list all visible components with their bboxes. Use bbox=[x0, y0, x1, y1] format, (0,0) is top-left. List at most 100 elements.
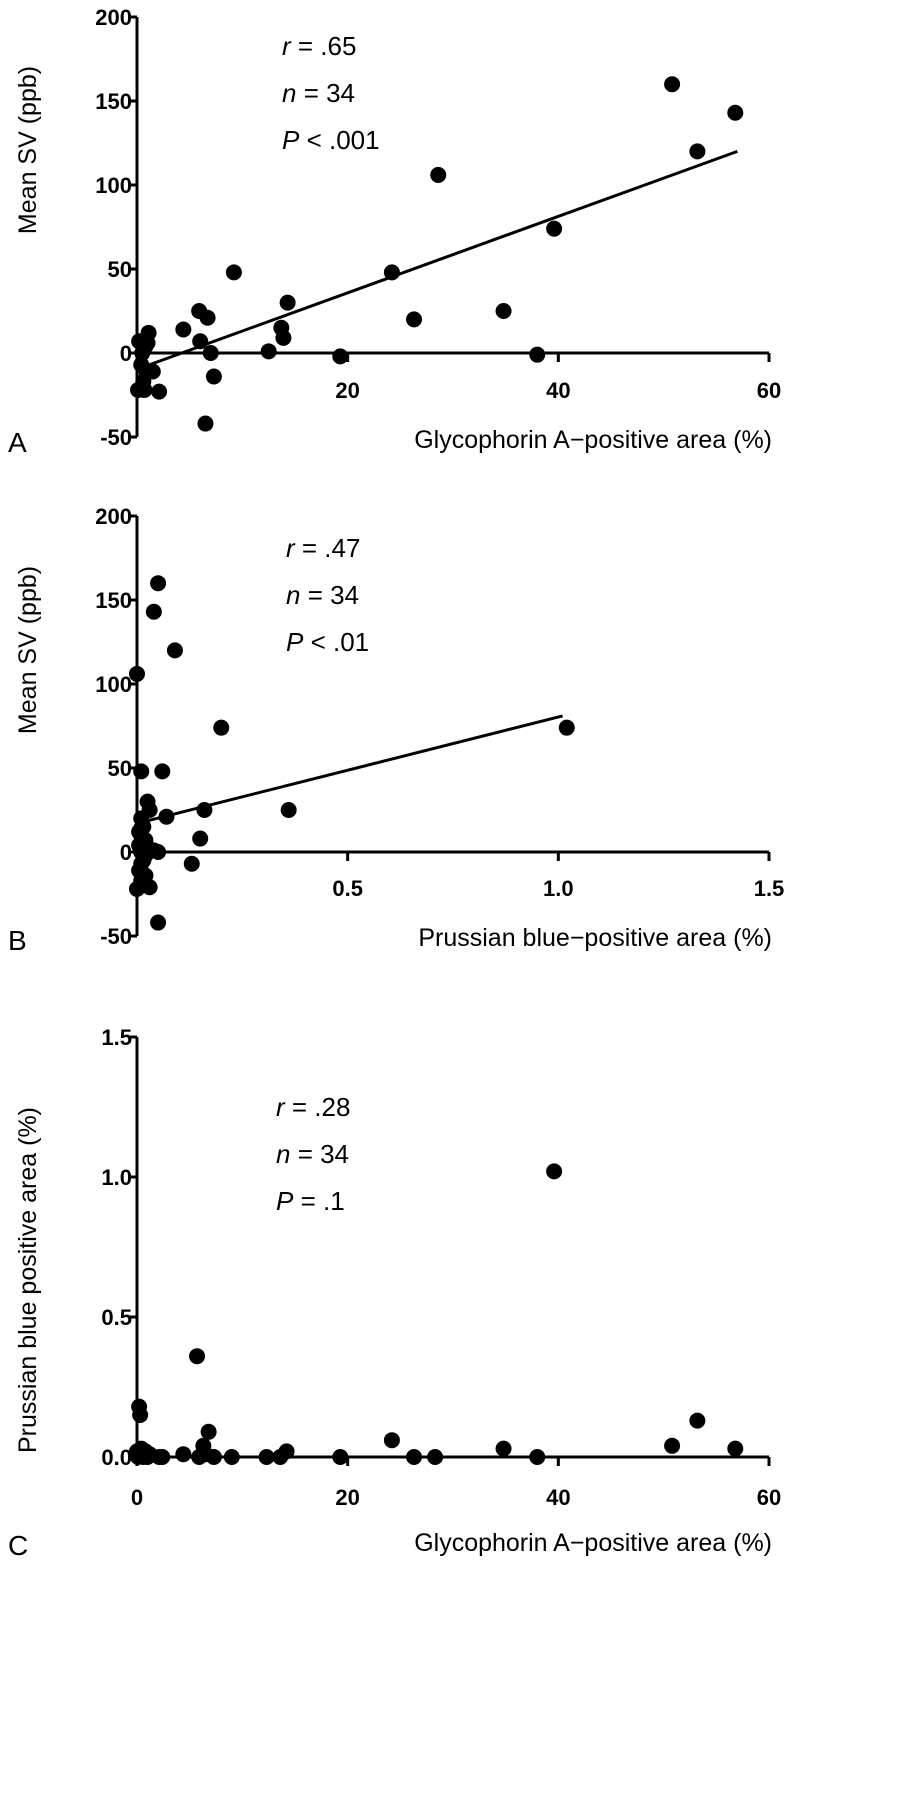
panel-c: 0.0 0.5 1.0 1.5 0 20 40 60 Glycophorin A−positiv… bbox=[8, 1025, 781, 1561]
y-tick-label: 200 bbox=[95, 5, 132, 30]
data-point bbox=[135, 818, 152, 835]
data-point bbox=[192, 830, 209, 847]
data-point bbox=[430, 166, 447, 183]
stat-annotation: r = .65 bbox=[282, 31, 356, 61]
data-point bbox=[546, 1163, 563, 1180]
data-point bbox=[558, 719, 575, 736]
y-tick-label: 100 bbox=[95, 672, 132, 697]
data-point bbox=[154, 1449, 171, 1465]
data-point bbox=[495, 1440, 512, 1457]
data-point bbox=[495, 303, 512, 319]
stat-value: = .47 bbox=[295, 533, 361, 563]
data-point bbox=[132, 1446, 149, 1463]
stat-symbol: n bbox=[276, 1139, 290, 1169]
x-tick-label: 60 bbox=[757, 1485, 781, 1510]
data-point bbox=[205, 368, 222, 385]
data-point bbox=[727, 1440, 744, 1457]
stat-value: < .001 bbox=[299, 125, 379, 155]
y-tick-label: 100 bbox=[95, 173, 132, 198]
stat-value: = 34 bbox=[296, 78, 355, 108]
panel-label: B bbox=[8, 925, 27, 956]
data-point bbox=[664, 76, 681, 93]
data-point bbox=[140, 324, 157, 341]
data-point bbox=[383, 264, 400, 281]
data-point bbox=[141, 802, 158, 818]
y-tick-label: -50 bbox=[100, 924, 132, 949]
data-point bbox=[689, 143, 706, 160]
data-point bbox=[406, 1449, 423, 1465]
x-tick-label: 20 bbox=[335, 1485, 359, 1510]
y-tick-label: 150 bbox=[95, 588, 132, 613]
x-tick-label: 60 bbox=[757, 378, 781, 403]
data-point bbox=[136, 381, 153, 398]
data-point bbox=[275, 329, 292, 346]
x-tick-label: 1.5 bbox=[754, 876, 785, 901]
data-point bbox=[145, 603, 162, 620]
data-point bbox=[383, 1432, 400, 1449]
y-tick-label: 0.5 bbox=[101, 1305, 132, 1330]
data-point bbox=[197, 1446, 214, 1463]
regression-line bbox=[139, 149, 738, 370]
stat-value: = 34 bbox=[290, 1139, 349, 1169]
stat-annotation: r = .47 bbox=[286, 533, 360, 563]
data-point bbox=[529, 1449, 546, 1465]
y-axis-label: Prussian blue positive area (%) bbox=[14, 1107, 42, 1453]
data-point bbox=[223, 1449, 240, 1465]
y-tick-label: 50 bbox=[108, 257, 132, 282]
data-point bbox=[141, 879, 158, 896]
y-tick-label: 0 bbox=[120, 840, 132, 865]
data-point bbox=[132, 1407, 149, 1423]
data-point bbox=[280, 802, 297, 818]
y-axis-label: Mean SV (ppb) bbox=[14, 66, 42, 234]
data-point bbox=[225, 264, 242, 281]
x-axis-label: Glycophorin A−positive area (%) bbox=[414, 1529, 772, 1557]
data-point bbox=[133, 763, 150, 780]
data-point bbox=[213, 719, 230, 736]
data-point bbox=[529, 346, 546, 363]
x-tick-label: 0.5 bbox=[332, 876, 363, 901]
data-point bbox=[158, 808, 175, 825]
data-point bbox=[150, 914, 167, 931]
data-point bbox=[145, 842, 162, 859]
y-axis-label: Mean SV (ppb) bbox=[14, 566, 42, 734]
panel-b: -50 0 50 100 150 200 0.5 1.0 1.5 Prussian blue−po… bbox=[8, 504, 784, 956]
data-point bbox=[175, 321, 192, 338]
stat-symbol: n bbox=[282, 78, 296, 108]
y-tick-label: 150 bbox=[95, 89, 132, 114]
stat-symbol: P bbox=[276, 1186, 294, 1216]
y-tick-label: 1.0 bbox=[101, 1165, 132, 1190]
stat-symbol: P bbox=[286, 627, 304, 657]
stat-symbol: P bbox=[282, 125, 300, 155]
data-point bbox=[278, 1443, 295, 1460]
data-point bbox=[199, 309, 216, 326]
x-tick-label: 40 bbox=[546, 378, 570, 403]
stat-symbol: n bbox=[286, 580, 300, 610]
data-point bbox=[279, 294, 296, 311]
stat-value: = .28 bbox=[285, 1092, 351, 1122]
stat-symbol: r bbox=[286, 533, 296, 563]
stat-symbol: r bbox=[276, 1092, 286, 1122]
y-tick-label: 50 bbox=[108, 756, 132, 781]
data-point bbox=[202, 345, 219, 361]
data-point bbox=[189, 1348, 206, 1365]
stat-annotation: n = 34 bbox=[286, 580, 359, 610]
y-tick-label: 1.5 bbox=[101, 1025, 132, 1050]
data-point bbox=[151, 383, 168, 400]
data-point bbox=[129, 665, 145, 682]
data-point bbox=[150, 575, 167, 592]
data-point bbox=[332, 348, 349, 365]
panel-a: -50 0 50 100 150 200 20 40 60 Glycophorin A−posit… bbox=[8, 5, 781, 458]
x-axis-label: Glycophorin A−positive area (%) bbox=[414, 426, 772, 454]
stat-value: = .1 bbox=[293, 1186, 344, 1216]
stat-symbol: r bbox=[282, 31, 292, 61]
y-tick-label: 0.0 bbox=[101, 1445, 132, 1470]
y-tick-label: 200 bbox=[95, 504, 132, 529]
stat-value: = 34 bbox=[300, 580, 359, 610]
stat-annotation: n = 34 bbox=[282, 78, 355, 108]
x-tick-label: 40 bbox=[546, 1485, 570, 1510]
data-point bbox=[260, 343, 277, 360]
data-point bbox=[546, 220, 563, 237]
data-point bbox=[200, 1423, 217, 1440]
data-point bbox=[197, 415, 214, 432]
